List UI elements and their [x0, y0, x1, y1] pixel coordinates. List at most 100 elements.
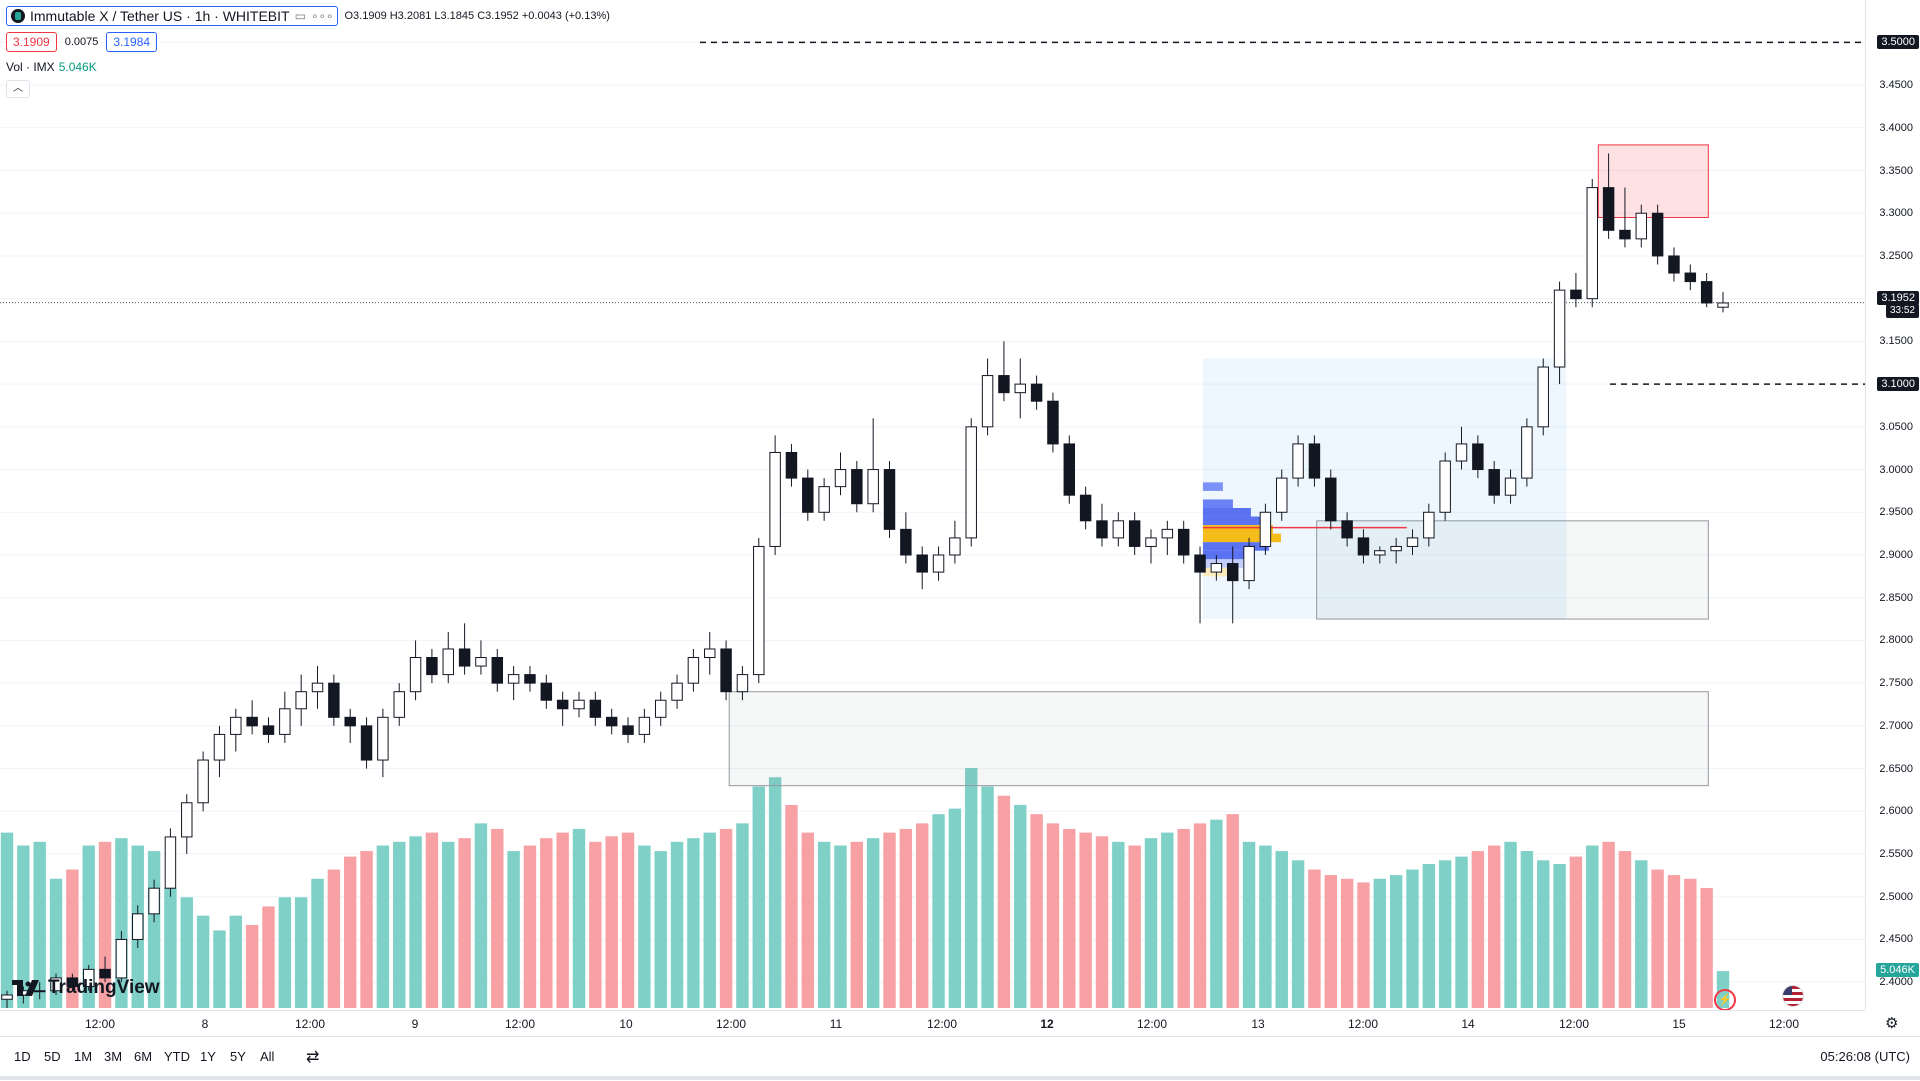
candle-body — [1553, 289, 1566, 368]
candle-body — [1276, 477, 1288, 513]
candle-body — [99, 968, 111, 979]
volume-bar — [638, 845, 651, 1008]
volume-bar — [1308, 869, 1321, 1008]
alert-icon[interactable]: ⚡ — [1714, 989, 1736, 1011]
candle-body — [1112, 520, 1125, 539]
tradingview-mark-icon — [12, 980, 39, 996]
time-tick: 12:00 — [504, 1017, 536, 1031]
range-button-1d[interactable]: 1D — [14, 1049, 31, 1064]
volume-bar — [1553, 864, 1566, 1008]
range-button-1m[interactable]: 1M — [74, 1049, 93, 1064]
time-axis[interactable]: 12:00 8 12:00 9 12:00 10 12:00 11 12:00 12 12:00 13… — [0, 1010, 1865, 1037]
volume-bar — [589, 841, 602, 1008]
volume-bar — [1340, 878, 1354, 1008]
volume-bar — [817, 841, 831, 1008]
price-tick: 2.6000 — [1879, 805, 1913, 818]
candle-body — [491, 657, 504, 684]
candle-body — [573, 699, 585, 710]
price-chart[interactable] — [0, 0, 1865, 1010]
candle-body — [1521, 426, 1533, 479]
time-tick: 12:00 — [1136, 1017, 1168, 1031]
tradingview-logo[interactable]: TradingView — [12, 977, 160, 999]
ohlc-values: O3.1909 H3.2081 L3.1845 C3.1952 +0.0043 … — [344, 10, 610, 22]
volume-bar — [670, 841, 684, 1008]
volume-bar — [1487, 845, 1501, 1008]
volume-bar — [834, 845, 847, 1008]
volume-bar — [1144, 838, 1158, 1008]
volume-bar — [556, 832, 569, 1008]
candle-body — [1570, 289, 1582, 300]
volume-bar — [1618, 851, 1632, 1008]
imx-logo-icon — [11, 9, 25, 23]
utc-clock[interactable]: 05:26:08 (UTC) — [1820, 1049, 1910, 1064]
volume-bar — [932, 814, 945, 1008]
candle-body — [720, 648, 732, 693]
more-options-icon[interactable]: ∘∘∘ — [310, 9, 334, 23]
price-tick: 2.4500 — [1879, 933, 1913, 946]
range-button-6m[interactable]: 6M — [134, 1049, 153, 1064]
candle-body — [1423, 511, 1435, 539]
volume-bar — [654, 851, 667, 1008]
range-button-all[interactable]: All — [260, 1049, 275, 1064]
volume-bar — [1700, 888, 1713, 1008]
price-scale[interactable]: 3.50003.45003.40003.35003.30003.25003.20… — [1865, 0, 1920, 1010]
volume-bar — [311, 878, 324, 1008]
chart-area[interactable]: Immutable X / Tether US · 1h · WHITEBIT … — [0, 0, 1865, 1011]
time-tick: 12:00 — [1347, 1017, 1379, 1031]
candle-body — [1014, 383, 1026, 394]
us-flag-icon[interactable] — [1782, 985, 1804, 1007]
bottom-toolbar: 1D 5D 1M 3M 6M YTD 1Y 5Y All ⇄ 05:26:08 (UTC) — [0, 1036, 1920, 1081]
candle-body — [1374, 550, 1386, 556]
range-button-ytd[interactable]: YTD — [164, 1049, 190, 1064]
range-button-5y[interactable]: 5Y — [230, 1049, 246, 1064]
volume-bar — [1112, 841, 1125, 1008]
volume-bar — [98, 841, 112, 1008]
volume-bar — [997, 795, 1011, 1008]
volume-bar — [229, 915, 243, 1008]
candle-body — [328, 682, 340, 718]
candle-body — [1161, 528, 1174, 539]
sell-button[interactable]: 3.1909 — [6, 32, 57, 52]
candle-body — [132, 913, 144, 940]
candle-body — [458, 648, 471, 667]
candle-body — [197, 759, 209, 804]
collapse-legend-button[interactable]: ︿ — [6, 80, 30, 98]
candle-body — [883, 469, 896, 530]
volume-bar — [899, 828, 913, 1008]
symbol-selector[interactable]: Immutable X / Tether US · 1h · WHITEBIT … — [6, 6, 339, 26]
range-button-1y[interactable]: 1Y — [200, 1049, 216, 1064]
volume-bar — [1684, 878, 1697, 1008]
chevron-up-icon: ︿ — [13, 83, 23, 94]
buy-button[interactable]: 3.1984 — [106, 32, 158, 52]
candle-body — [82, 968, 95, 987]
candle-body — [1439, 460, 1451, 513]
volume-profile-row — [1202, 499, 1233, 508]
volume-bar — [458, 838, 471, 1008]
volume-bar — [1586, 845, 1599, 1008]
range-button-5d[interactable]: 5D — [44, 1049, 61, 1064]
candle-body — [1194, 554, 1206, 573]
volume-bar — [687, 838, 700, 1008]
price-tick: 3.3500 — [1879, 164, 1913, 177]
price-tick: 2.6500 — [1879, 762, 1913, 775]
time-tick: 15 — [1672, 1017, 1686, 1031]
volume-bar — [1504, 841, 1517, 1008]
candle-body — [785, 451, 798, 479]
volume-bar — [736, 823, 749, 1008]
candle-body — [295, 691, 307, 710]
volume-bar — [801, 832, 815, 1008]
range-button-3m[interactable]: 3M — [104, 1049, 123, 1064]
compare-icon[interactable]: ▭ — [294, 9, 306, 23]
candle-body — [475, 657, 487, 667]
time-tick: 13 — [1251, 1017, 1265, 1031]
candle-body — [818, 486, 830, 513]
time-tick: 11 — [829, 1017, 843, 1031]
volume-bar — [294, 897, 308, 1008]
candle-body — [409, 657, 422, 693]
date-range-icon[interactable]: ⇄ — [306, 1049, 320, 1066]
candle-body — [1357, 537, 1370, 556]
price-tick: 2.7000 — [1879, 719, 1913, 732]
candle-body — [589, 699, 602, 718]
volume-bar — [1520, 851, 1534, 1008]
settings-gear-icon[interactable]: ⚙ — [1885, 1015, 1899, 1032]
